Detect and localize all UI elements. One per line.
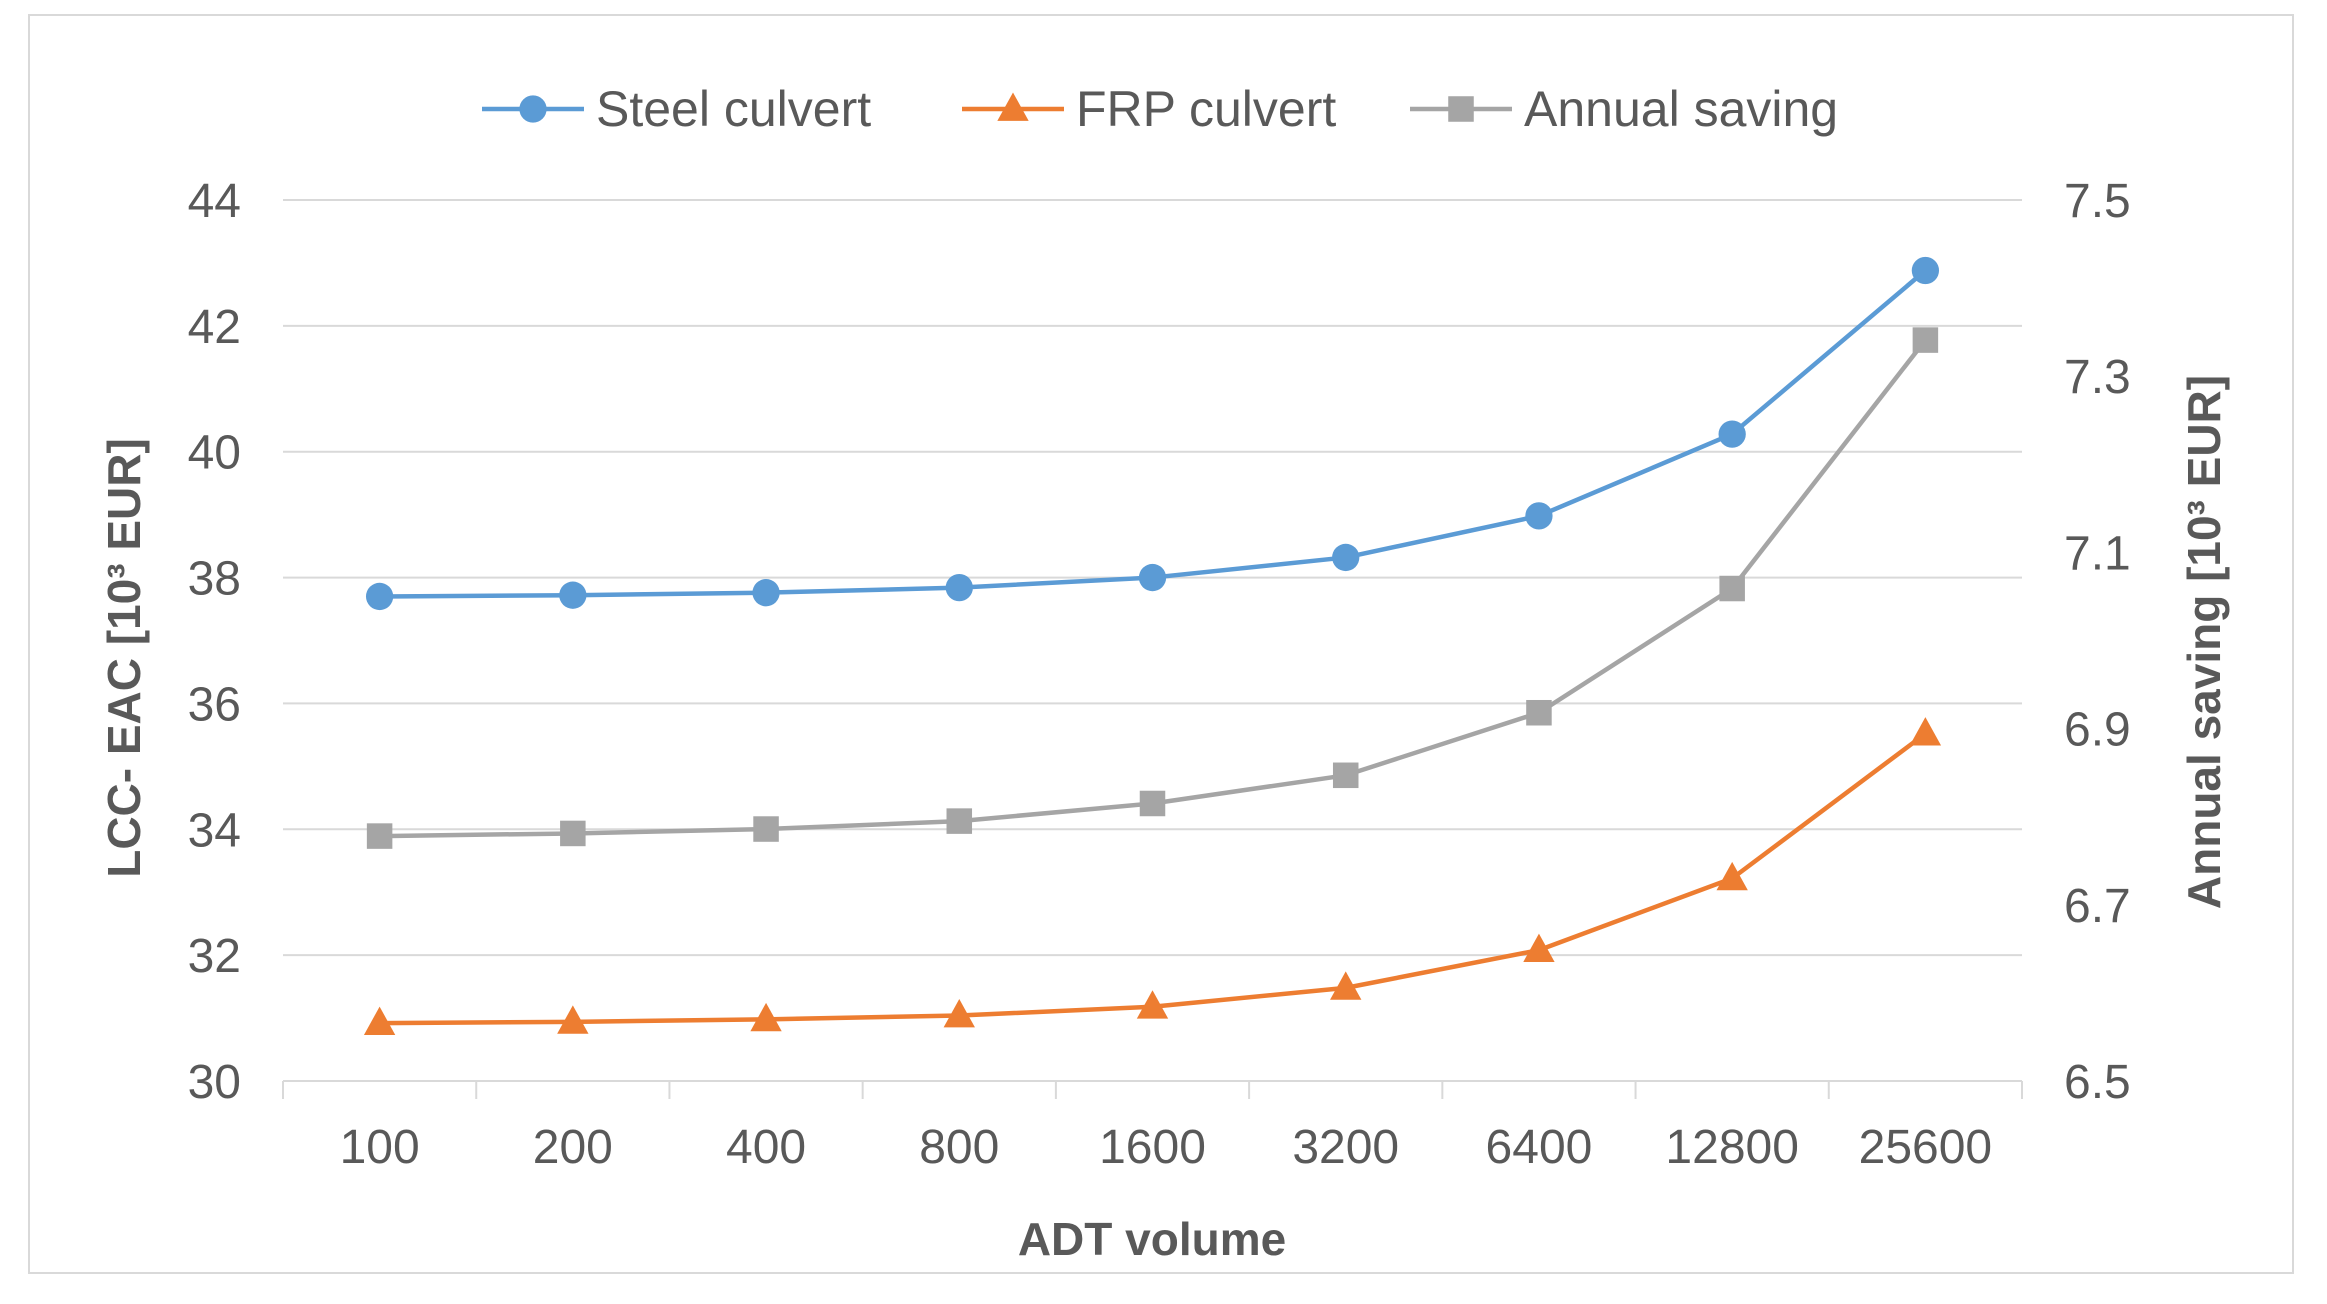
data-point-square	[1526, 699, 1552, 726]
x-tick-label: 12800	[1665, 1121, 1798, 1174]
data-point-square	[1912, 327, 1939, 353]
data-point-circle	[1911, 256, 1940, 285]
y2-tick-label: 6.7	[2064, 880, 2131, 933]
data-point-circle	[365, 582, 394, 611]
data-point-triangle	[1136, 990, 1169, 1019]
y-axis-title: LCC- EAC [10³ EUR]	[98, 438, 150, 878]
data-point-square	[946, 808, 973, 834]
data-point-circle	[1718, 420, 1746, 448]
legend-item: FRP culvert	[962, 81, 1336, 137]
data-point-square	[1332, 762, 1359, 789]
series-line	[379, 268, 1927, 599]
x-tick-label: 1600	[1099, 1121, 1206, 1174]
data-point-square	[753, 816, 779, 842]
data-point-triangle	[1330, 971, 1362, 1000]
y-tick-label: 30	[188, 1056, 241, 1109]
y-tick-label: 40	[188, 427, 241, 480]
data-point-circle	[519, 95, 547, 123]
y-tick-label: 36	[188, 678, 241, 731]
y2-axis-title: Annual saving [10³ EUR]	[2178, 375, 2230, 909]
data-point-circle	[945, 574, 973, 602]
data-point-triangle	[557, 1005, 589, 1034]
data-point-triangle	[1523, 933, 1555, 962]
data-point-triangle	[363, 1006, 396, 1035]
legend-item: Annual saving	[1410, 81, 1838, 137]
legend: Steel culvert FRP culvert Annual saving	[482, 81, 1838, 137]
y2-tick-label: 7.3	[2064, 351, 2131, 404]
series-plot	[363, 256, 1942, 1035]
legend-label: FRP culvert	[1076, 81, 1336, 137]
data-point-circle	[1332, 543, 1360, 572]
legend-label: Annual saving	[1524, 81, 1838, 137]
data-point-circle	[752, 579, 780, 607]
y-tick-label: 32	[188, 930, 241, 983]
data-point-square	[560, 820, 586, 847]
y-tick-label: 38	[188, 553, 241, 606]
x-tick-label: 400	[726, 1121, 806, 1174]
data-point-square	[1448, 96, 1474, 122]
x-tick-label: 200	[533, 1121, 613, 1174]
x-tick-label: 100	[340, 1121, 420, 1174]
series-frp-culvert	[363, 717, 1942, 1035]
chart-frame	[28, 14, 2294, 1274]
y-tick-label: 44	[188, 175, 241, 228]
legend-label: Steel culvert	[596, 81, 871, 137]
y-tick-label: 42	[188, 301, 241, 354]
axes: 30 32 34 36 38 40 42 44 6.5 6.7 6.9 7.1 7.3 7.5 100 200…	[188, 175, 2131, 1174]
legend-item: Steel culvert	[482, 81, 871, 137]
data-point-triangle	[997, 92, 1029, 121]
data-point-triangle	[1909, 717, 1942, 746]
y2-tick-label: 7.5	[2064, 175, 2131, 228]
data-point-square	[1139, 790, 1166, 817]
y-tick-label: 34	[188, 804, 241, 857]
y2-tick-label: 6.5	[2064, 1056, 2131, 1109]
y2-tick-label: 7.1	[2064, 527, 2131, 580]
data-point-circle	[1525, 502, 1553, 530]
data-point-circle	[559, 581, 587, 609]
data-point-circle	[1138, 563, 1167, 592]
data-point-square	[366, 823, 393, 849]
x-axis-title: ADT volume	[1018, 1213, 1286, 1265]
data-point-triangle	[1716, 861, 1748, 891]
series-steel-culvert	[365, 256, 1940, 611]
series-line	[379, 731, 1927, 1026]
x-tick-label: 3200	[1292, 1121, 1399, 1174]
x-tick-label: 6400	[1486, 1121, 1593, 1174]
y2-tick-label: 6.9	[2064, 704, 2131, 757]
series-annual-saving	[366, 327, 1939, 849]
data-point-triangle	[750, 1002, 782, 1032]
data-point-triangle	[943, 999, 975, 1028]
x-tick-label: 800	[919, 1121, 999, 1174]
data-point-square	[1719, 575, 1745, 602]
x-tick-label: 25600	[1859, 1121, 1992, 1174]
